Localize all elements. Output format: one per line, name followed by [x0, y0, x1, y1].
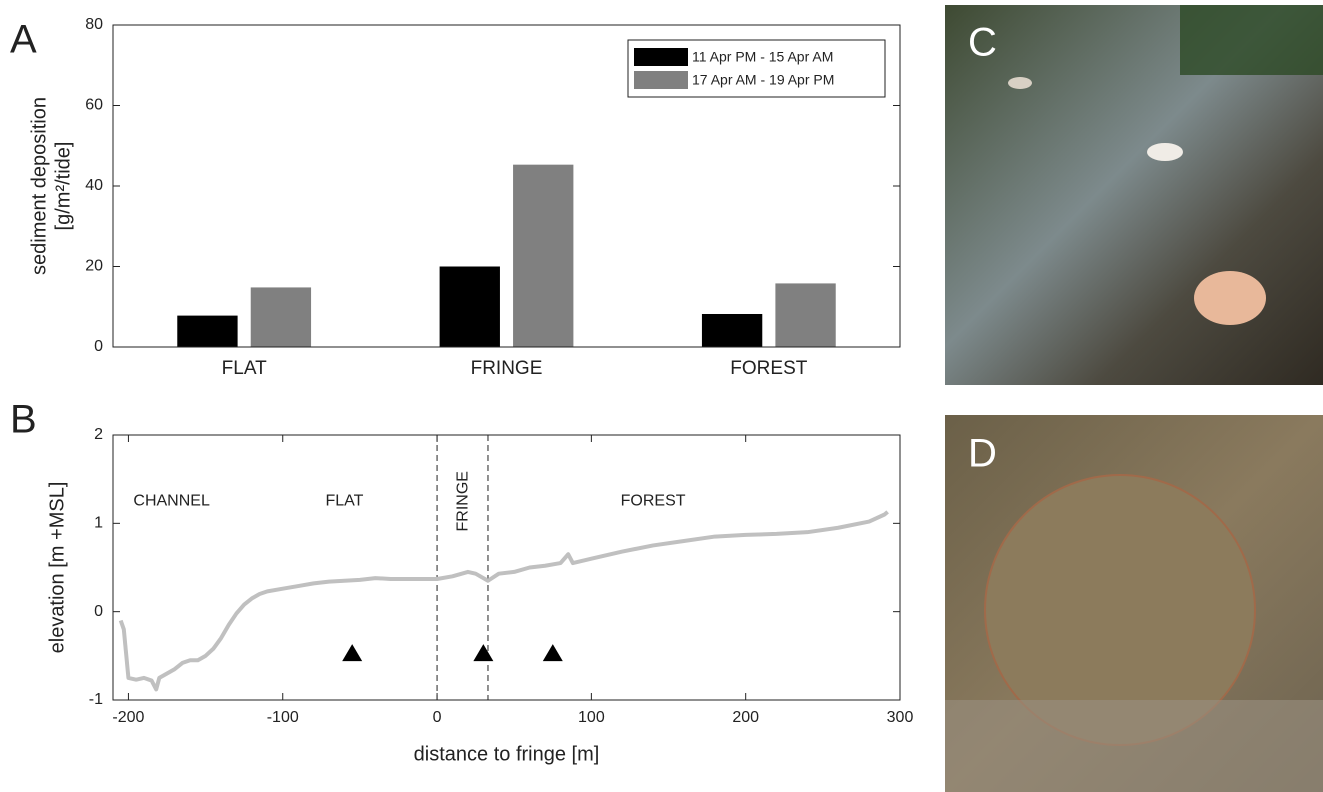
- mud: [945, 700, 1323, 792]
- y-tick-label: 1: [94, 515, 103, 532]
- y-tick-label: 0: [94, 603, 103, 620]
- trap-marker: [473, 644, 493, 661]
- y-tick-label: 80: [85, 16, 103, 33]
- photo-d: D: [945, 415, 1323, 792]
- sediment-trap: [1008, 77, 1032, 89]
- x-axis-label: distance to fringe [m]: [414, 743, 600, 765]
- bar: [177, 316, 237, 347]
- photo-c: C: [945, 5, 1323, 385]
- region-label: CHANNEL: [133, 492, 210, 509]
- bar: [251, 287, 311, 347]
- y-tick-label: 40: [85, 177, 103, 194]
- x-tick-label: FOREST: [730, 358, 807, 379]
- y-axis-label: elevation [m +MSL]: [46, 482, 68, 654]
- bar: [513, 165, 573, 347]
- sediment-trap: [1194, 271, 1266, 325]
- legend: 11 Apr PM - 15 Apr AM 17 Apr AM - 19 Apr …: [628, 40, 885, 97]
- x-tick-label: -200: [112, 709, 144, 726]
- foliage: [1180, 5, 1323, 75]
- trap-marker: [342, 644, 362, 661]
- y-tick-label: 2: [94, 426, 103, 443]
- x-tick-label: -100: [267, 709, 299, 726]
- bar: [440, 267, 500, 348]
- x-tick-label: 200: [732, 709, 759, 726]
- y-axis-label: [g/m²/tide]: [52, 142, 74, 231]
- region-label: FRINGE: [455, 471, 472, 531]
- axes-box: [113, 435, 900, 700]
- legend-swatch: [634, 48, 688, 66]
- legend-label: 11 Apr PM - 15 Apr AM: [692, 49, 833, 65]
- x-tick-label: FRINGE: [471, 358, 543, 379]
- y-tick-label: 20: [85, 258, 103, 275]
- trap-marker: [543, 644, 563, 661]
- x-tick-label: FLAT: [222, 358, 267, 379]
- y-tick-label: -1: [89, 691, 103, 708]
- panel-label: A: [10, 18, 37, 62]
- region-label: FLAT: [326, 492, 364, 509]
- y-axis-label: sediment deposition: [28, 97, 50, 275]
- x-tick-label: 300: [887, 709, 914, 726]
- figure: C D A020406080FLATFRINGEFOREST11 Apr PM …: [0, 0, 1323, 792]
- bar: [702, 314, 762, 347]
- bar: [775, 283, 835, 347]
- panel-label: B: [10, 398, 37, 442]
- sediment-trap: [1147, 143, 1183, 161]
- y-tick-label: 60: [85, 97, 103, 114]
- y-tick-label: 0: [94, 338, 103, 355]
- legend-label: 17 Apr AM - 19 Apr PM: [692, 72, 834, 88]
- panel-label: C: [968, 21, 997, 65]
- x-tick-label: 100: [578, 709, 605, 726]
- region-label: FOREST: [621, 492, 686, 509]
- legend-swatch: [634, 71, 688, 89]
- x-tick-label: 0: [433, 709, 442, 726]
- panel-label: D: [968, 432, 997, 476]
- elevation-line: [121, 512, 888, 690]
